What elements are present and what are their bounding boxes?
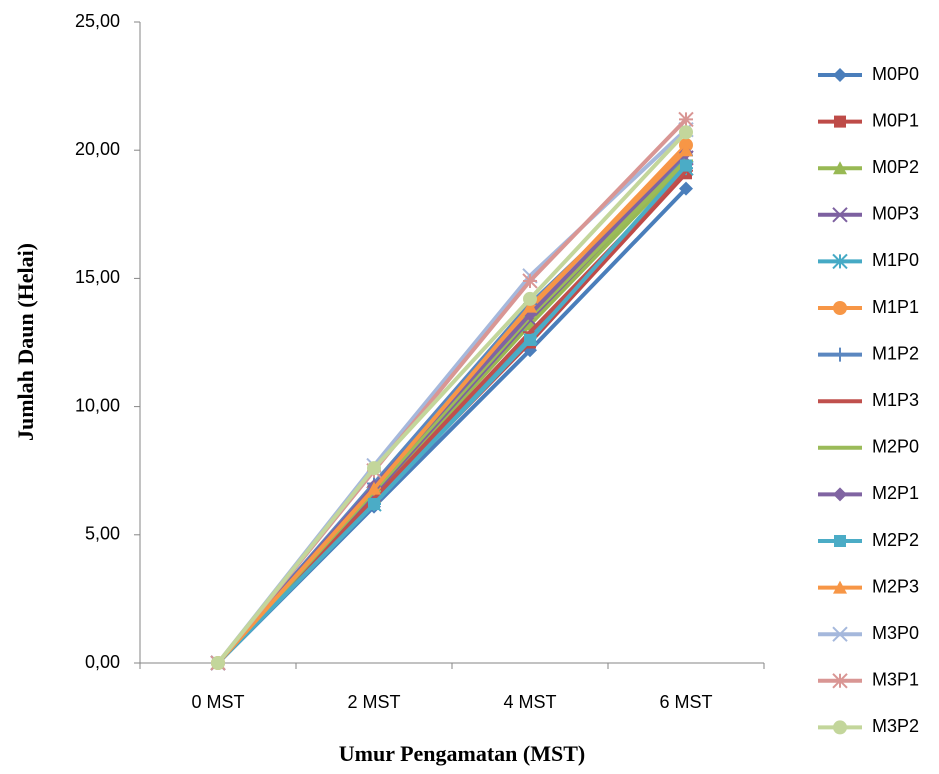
data-point [679, 112, 693, 126]
y-tick-label: 20,00 [75, 139, 120, 159]
data-point [680, 160, 692, 172]
legend-label: M0P0 [872, 64, 919, 84]
legend-label: M2P3 [872, 576, 919, 596]
x-axis-title: Umur Pengamatan (MST) [339, 741, 585, 766]
legend-label: M1P0 [872, 250, 919, 270]
x-tick-label: 0 MST [191, 692, 244, 712]
legend-label: M0P2 [872, 157, 919, 177]
data-point [524, 334, 536, 346]
legend-label: M1P2 [872, 343, 919, 363]
y-tick-label: 25,00 [75, 11, 120, 31]
legend-label: M1P1 [872, 297, 919, 317]
legend-label: M3P1 [872, 670, 919, 690]
legend-marker [833, 348, 847, 362]
chart: Jumlah Daun (Helai) Umur Pengamatan (MST… [0, 0, 939, 774]
data-point [367, 461, 381, 475]
legend-marker [833, 68, 847, 82]
legend-label: M2P1 [872, 483, 919, 503]
legend-marker [833, 254, 847, 268]
legend-marker [833, 674, 847, 688]
legend-marker [833, 720, 847, 734]
y-tick-label: 5,00 [85, 524, 120, 544]
legend-marker [834, 116, 846, 128]
legend-marker [833, 487, 847, 501]
data-point [211, 656, 225, 670]
legend-label: M2P0 [872, 437, 919, 457]
data-point [523, 292, 537, 306]
legend-label: M0P3 [872, 204, 919, 224]
data-point [679, 125, 693, 139]
legend-label: M2P2 [872, 530, 919, 550]
data-point [523, 274, 537, 288]
x-tick-label: 6 MST [659, 692, 712, 712]
legend-label: M3P0 [872, 623, 919, 643]
legend-label: M3P2 [872, 716, 919, 736]
legend-label: M0P1 [872, 110, 919, 130]
y-tick-label: 10,00 [75, 395, 120, 415]
y-axis-title: Jumlah Daun (Helai) [13, 243, 38, 441]
data-point [368, 498, 380, 510]
legend-label: M1P3 [872, 390, 919, 410]
y-tick-label: 0,00 [85, 652, 120, 672]
x-tick-label: 2 MST [347, 692, 400, 712]
legend-marker [834, 535, 846, 547]
x-tick-label: 4 MST [503, 692, 556, 712]
legend-marker [833, 301, 847, 315]
y-tick-label: 15,00 [75, 267, 120, 287]
